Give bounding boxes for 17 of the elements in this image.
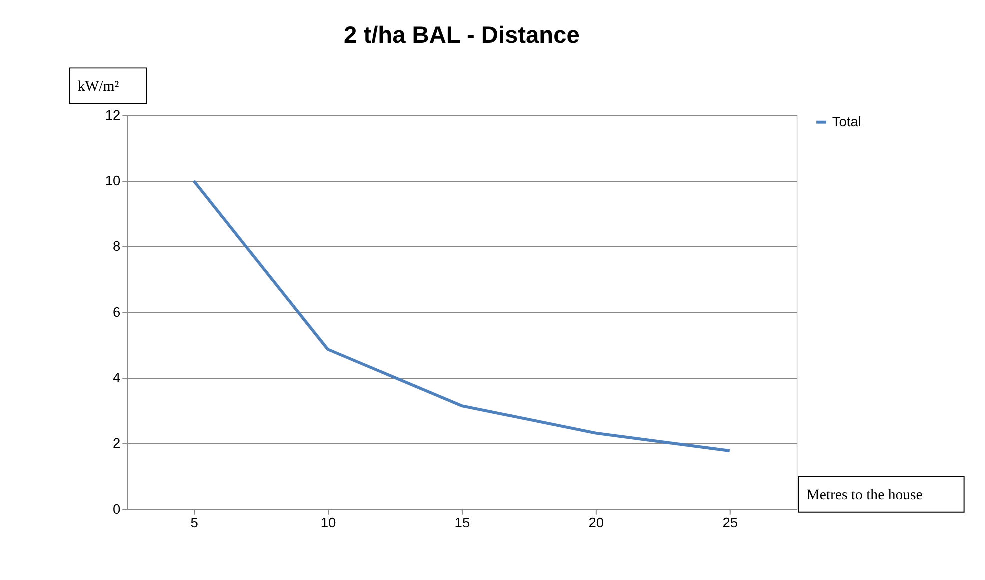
y-tick-label: 8 <box>112 239 121 254</box>
chart-title: 2 t/ha BAL - Distance <box>344 23 580 50</box>
y-axis-title: kW/m² <box>78 78 120 95</box>
x-tick-label: 10 <box>320 516 336 531</box>
y-tick-label: 2 <box>112 436 121 452</box>
x-tick-label: 15 <box>454 516 470 531</box>
y-tick-label: 6 <box>112 304 121 320</box>
y-tick-label: 0 <box>112 502 121 517</box>
y-tick-label: 12 <box>105 108 121 123</box>
y-tick-label: 10 <box>105 174 121 189</box>
x-tick-label: 25 <box>722 516 738 531</box>
y-tick-label: 4 <box>112 370 121 386</box>
legend-label: Total <box>832 114 862 130</box>
line-series <box>192 180 732 452</box>
x-tick-label: 5 <box>190 516 199 531</box>
x-axis-title: Metres to the house <box>806 488 924 504</box>
x-tick-label: 20 <box>588 516 604 531</box>
